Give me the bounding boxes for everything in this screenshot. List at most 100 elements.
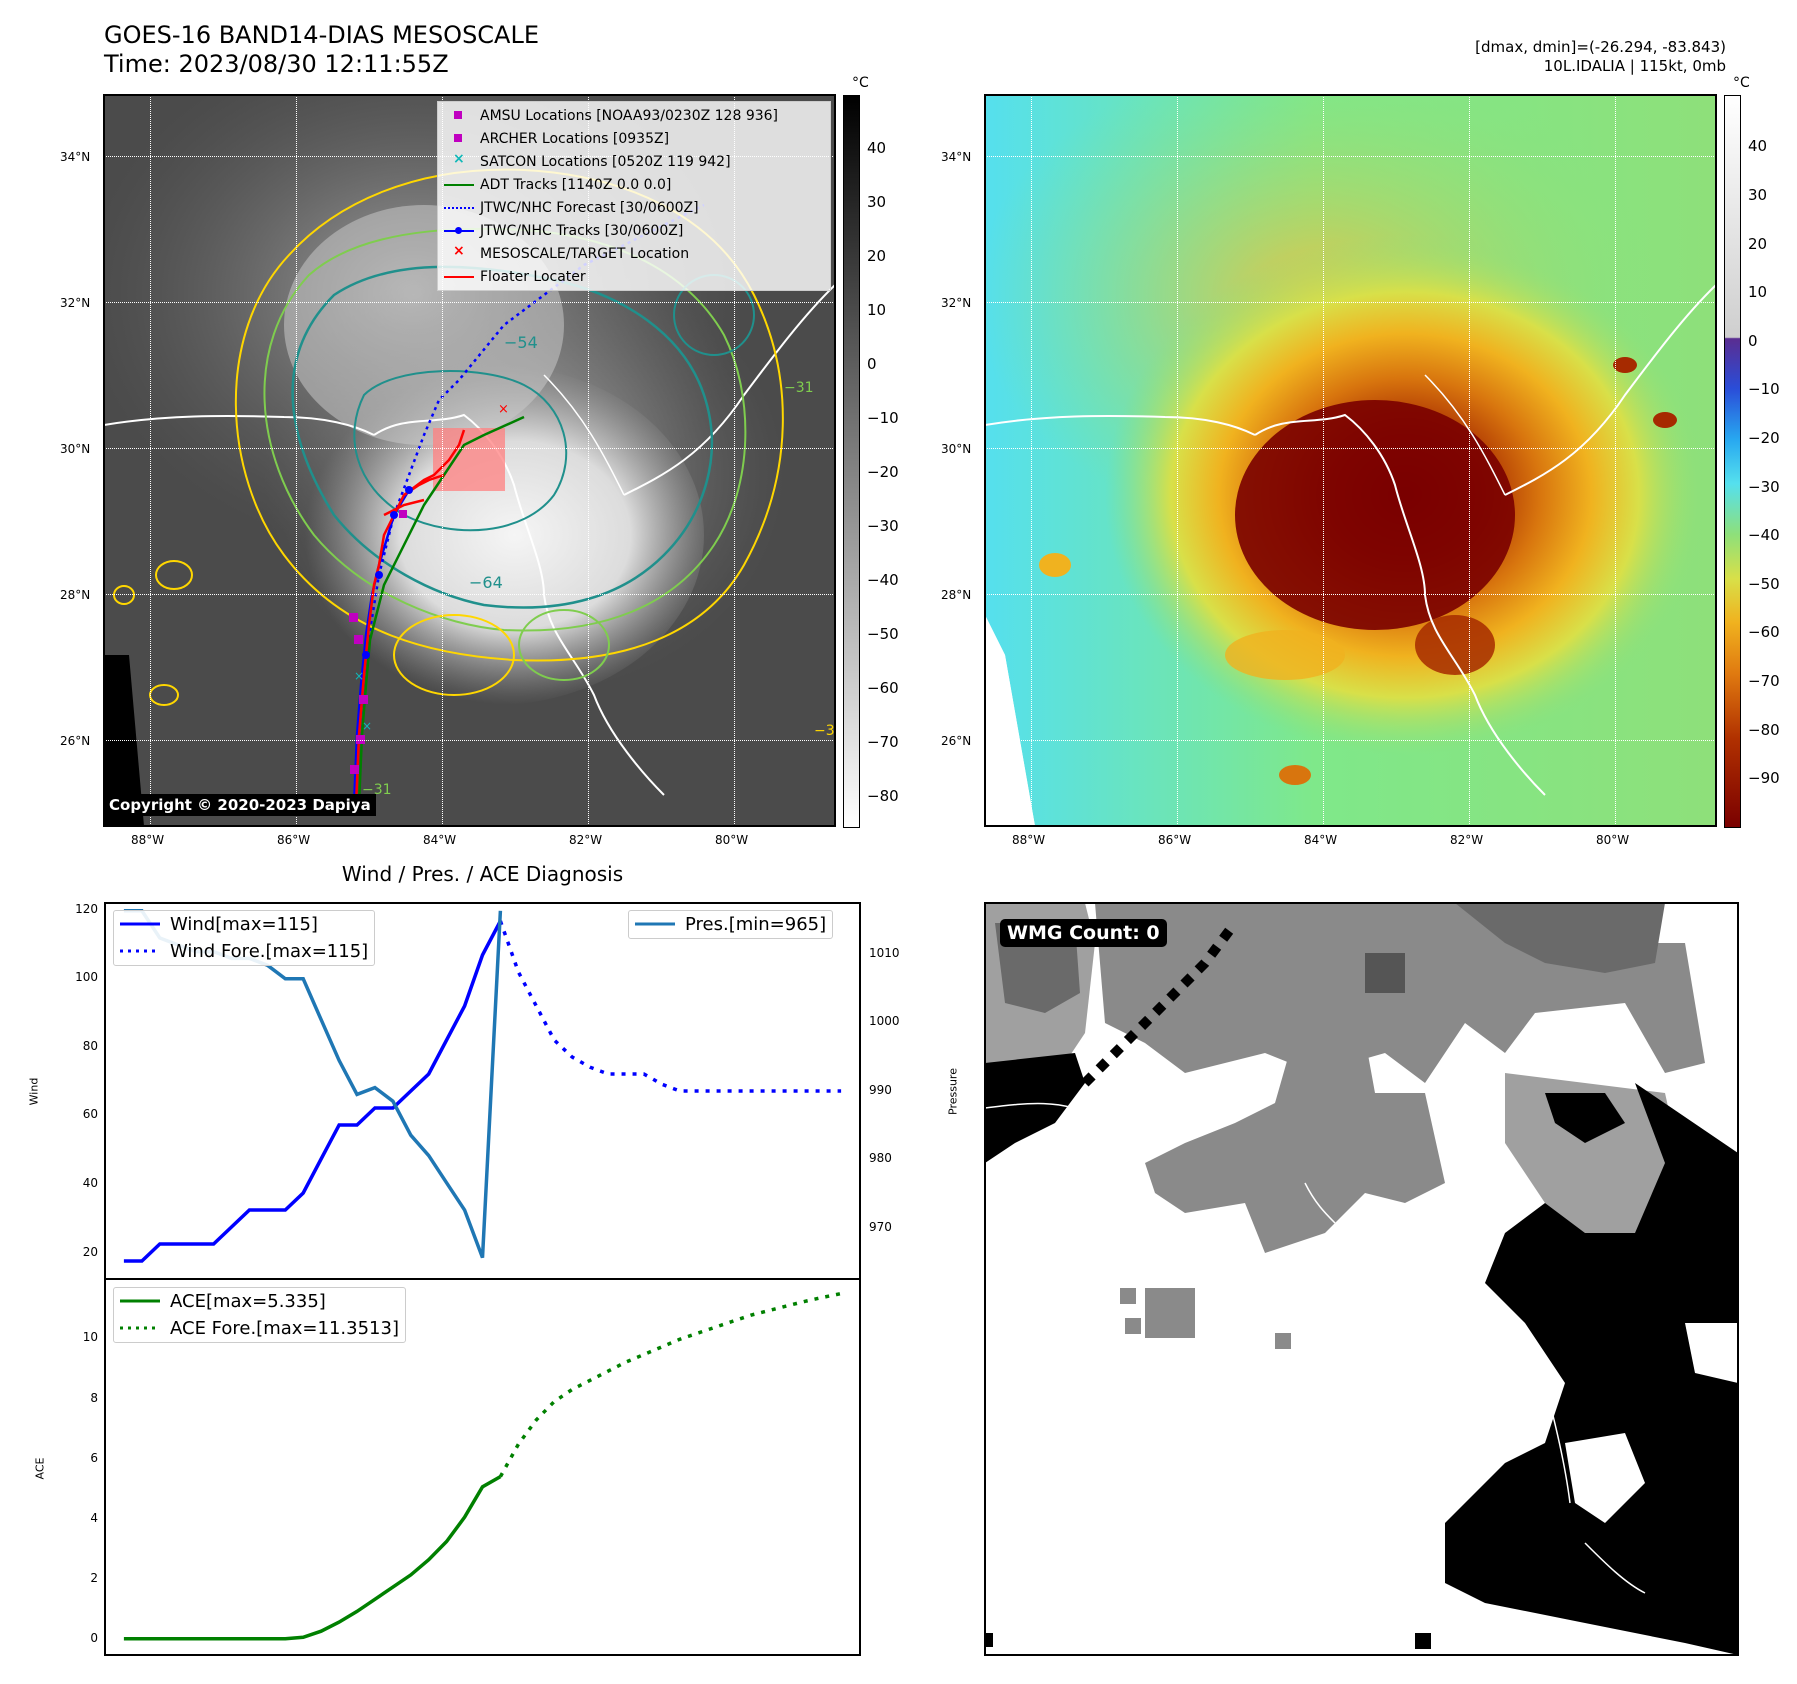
colorbar-tick: −80 [1748,721,1780,739]
legend-label: ACE Fore.[max=11.3513] [170,1318,399,1339]
figure-title: GOES-16 BAND14-DIAS MESOSCALE [104,21,540,49]
svg-text:×: × [362,719,372,733]
legend-item-satcon: × SATCON Locations [0520Z 119 942] [453,151,731,170]
lon-label: 84°W [423,833,457,847]
lon-label: 86°W [277,833,311,847]
wind-ylabel: Wind [27,1077,41,1106]
colorbar-tick: −70 [867,733,899,751]
contour-label: −54 [504,333,538,352]
wmg-map: WMG Count: 0 [985,903,1738,1655]
wmg-frame [984,902,1739,1656]
pressure-yaxis: 1010 1000 990 980 970 [869,902,919,1280]
map-frame [984,94,1717,827]
colorbar-unit: °C [1733,75,1750,91]
ace-yaxis: 10 8 6 4 2 0 [48,1278,98,1656]
y-tick: 4 [90,1511,98,1525]
legend-item-adt: ADT Tracks [1140Z 0.0 0.0] [438,173,830,196]
legend-item-archer: ARCHER Locations [0935Z] [438,127,830,150]
legend-label: Wind Fore.[max=115] [170,941,369,962]
colorbar-tick: −30 [867,517,899,535]
y-tick: 990 [869,1083,892,1097]
dmax-dmin-readout: [dmax, dmin]=(-26.294, -83.843) [1475,38,1726,56]
colorbar-tick: −70 [1748,672,1780,690]
legend-label: MESOSCALE/TARGET Location [480,245,690,262]
colorbar-tick: −20 [867,463,899,481]
ace-forecast-line [498,1291,842,1478]
svg-text:×: × [354,669,364,683]
colorbar-tick: −50 [1748,575,1780,593]
colorbar-tick: −40 [1748,526,1780,544]
contour-label: −31 [784,380,814,396]
colorbar-tick: 0 [867,355,877,373]
y-tick: 6 [90,1451,98,1465]
lat-label: 26°N [941,734,972,748]
lat-label: 26°N [60,734,91,748]
colorbar-color-ticks: 40 30 20 10 0 −10 −20 −30 −40 −50 −60 −7… [1748,95,1793,826]
colorbar-grayscale-ticks: 40 30 20 10 0 −10 −20 −30 −40 −50 −60 −7… [867,95,907,826]
pressure-legend: Pres.[min=965] [628,910,834,939]
y-tick: 10 [82,1330,98,1344]
ace-plot [123,1291,842,1641]
legend-item-amsu: AMSU Locations [NOAA93/0230Z 128 936] [438,104,830,127]
colorbar-tick: 20 [1748,235,1768,253]
legend-label: SATCON Locations [0520Z 119 942] [480,153,731,170]
colorbar-tick: −30 [1748,478,1780,496]
legend-label: JTWC/NHC Tracks [30/0600Z] [480,222,684,239]
ace-series-line [123,1475,502,1641]
y-tick: 1010 [869,946,900,960]
y-tick: 120 [75,902,98,916]
wmg-image [985,903,1738,1655]
svg-text:×: × [498,402,509,417]
y-tick: 0 [90,1631,98,1645]
lon-label: 82°W [569,833,603,847]
colorbar-unit: °C [852,75,869,91]
colorbar-tick: 30 [867,193,887,211]
storm-info: 10L.IDALIA | 115kt, 0mb [1543,57,1726,75]
legend-item-wind-forecast: Wind Fore.[max=115] [114,938,374,965]
colorbar-tick: −50 [867,625,899,643]
colorbar-tick: 20 [867,247,887,265]
lat-label: 34°N [60,150,91,164]
legend-label: ARCHER Locations [0935Z] [480,130,670,147]
legend-item-ace: ACE[max=5.335] [114,1288,405,1315]
wind-forecast-line [498,920,842,1093]
y-tick: 1000 [869,1014,900,1028]
colorbar-tick: 0 [1748,332,1758,350]
lon-label: 80°W [715,833,749,847]
legend-label: ACE[max=5.335] [170,1291,326,1312]
legend-label: AMSU Locations [NOAA93/0230Z 128 936] [480,107,779,124]
colorbar-tick: 40 [867,139,887,157]
legend-item-mesoscale: × MESOSCALE/TARGET Location [453,243,690,262]
legend-label: Pres.[min=965] [685,914,827,935]
wind-yaxis: 120 100 80 60 40 20 [48,902,98,1280]
lon-label: 84°W [1304,833,1338,847]
y-tick: 100 [75,970,98,984]
ir-color-image [985,95,1716,826]
ir-color-map [985,95,1716,826]
legend-label: Wind[max=115] [170,914,318,935]
ace-legend: ACE[max=5.335] ACE Fore.[max=11.3513] [113,1287,406,1343]
lat-label: 32°N [60,296,91,310]
colorbar-tick: −20 [1748,429,1780,447]
legend-label: ADT Tracks [1140Z 0.0 0.0] [480,176,672,193]
legend-item-ace-forecast: ACE Fore.[max=11.3513] [114,1315,405,1342]
colorbar-tick: −60 [1748,623,1780,641]
y-tick: 2 [90,1571,98,1585]
y-tick: 970 [869,1220,892,1234]
map-frame [103,94,836,827]
colorbar-tick: −10 [1748,380,1780,398]
figure-time: Time: 2023/08/30 12:11:55Z [104,50,449,78]
colorbar-tick: −40 [867,571,899,589]
colorbar-tick: −80 [867,787,899,805]
contour-label: −64 [469,573,503,592]
ace-ylabel: ACE [33,1457,47,1480]
y-tick: 60 [82,1107,98,1121]
colorbar-grayscale [843,95,860,828]
legend-item-pressure: Pres.[min=965] [629,911,832,938]
legend-item-jtwc-forecast: JTWC/NHC Forecast [30/0600Z] [438,196,830,219]
copyright-label: Copyright © 2020-2023 Dapiya [104,794,376,816]
wind-series-line [123,920,502,1263]
colorbar-color [1724,95,1741,828]
lon-label: 82°W [1450,833,1484,847]
legend-label: JTWC/NHC Forecast [30/0600Z] [480,199,699,216]
